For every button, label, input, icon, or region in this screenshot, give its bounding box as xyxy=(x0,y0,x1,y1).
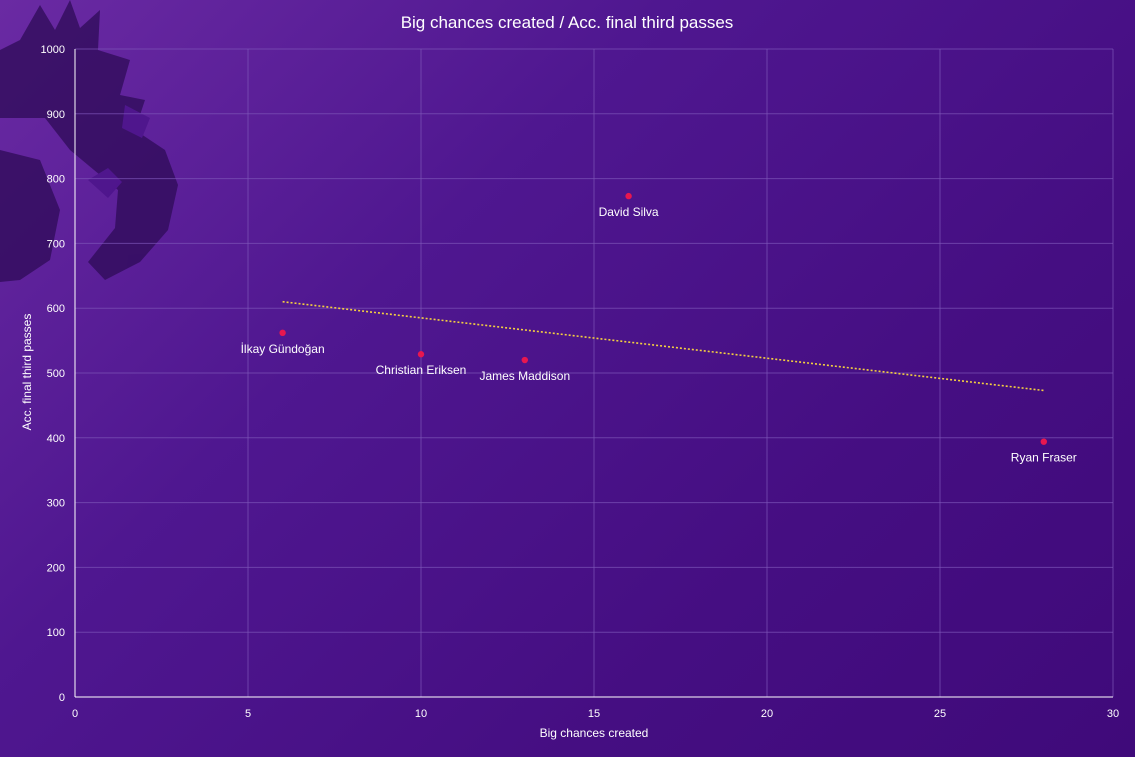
y-axis-label: Acc. final third passes xyxy=(20,314,34,431)
data-point xyxy=(625,192,632,200)
chart-title: Big chances created / Acc. final third p… xyxy=(401,13,734,32)
point-label: David Silva xyxy=(599,205,659,219)
y-tick-label: 100 xyxy=(47,627,65,639)
data-points xyxy=(279,192,1048,445)
y-tick-label: 500 xyxy=(47,368,65,380)
axes xyxy=(74,49,1113,698)
x-tick-label: 0 xyxy=(72,708,78,720)
x-tick-label: 25 xyxy=(934,708,946,720)
y-tick-label: 900 xyxy=(47,109,65,121)
point-label: Ryan Fraser xyxy=(1011,451,1077,465)
y-tick-label: 400 xyxy=(47,433,65,445)
x-tick-label: 30 xyxy=(1107,708,1119,720)
y-tick-label: 0 xyxy=(59,692,65,704)
data-point xyxy=(1040,438,1048,445)
data-point xyxy=(279,329,286,337)
point-label: James Maddison xyxy=(479,369,570,383)
grid-lines xyxy=(75,48,1114,697)
x-tick-label: 15 xyxy=(588,708,600,720)
y-tick-label: 300 xyxy=(47,498,65,510)
data-point xyxy=(521,356,528,364)
y-tick-label: 700 xyxy=(47,238,65,250)
point-labels: İlkay Gündoğan Christian Eriksen James Mad… xyxy=(241,205,1077,465)
x-axis-label: Big chances created xyxy=(540,726,649,740)
point-label: Christian Eriksen xyxy=(376,363,467,377)
y-tick-label: 1000 xyxy=(41,44,65,56)
point-label: İlkay Gündoğan xyxy=(241,342,325,356)
x-tick-label: 20 xyxy=(761,708,773,720)
tick-labels: 0 5 10 15 20 25 300100200300400500600700800900… xyxy=(41,44,1120,720)
y-tick-label: 600 xyxy=(47,303,65,315)
x-tick-label: 5 xyxy=(245,708,251,720)
x-tick-label: 10 xyxy=(415,708,427,720)
y-tick-label: 800 xyxy=(47,174,65,186)
data-point xyxy=(417,351,425,358)
y-tick-label: 200 xyxy=(47,562,65,574)
lion-logo-watermark xyxy=(0,0,178,282)
